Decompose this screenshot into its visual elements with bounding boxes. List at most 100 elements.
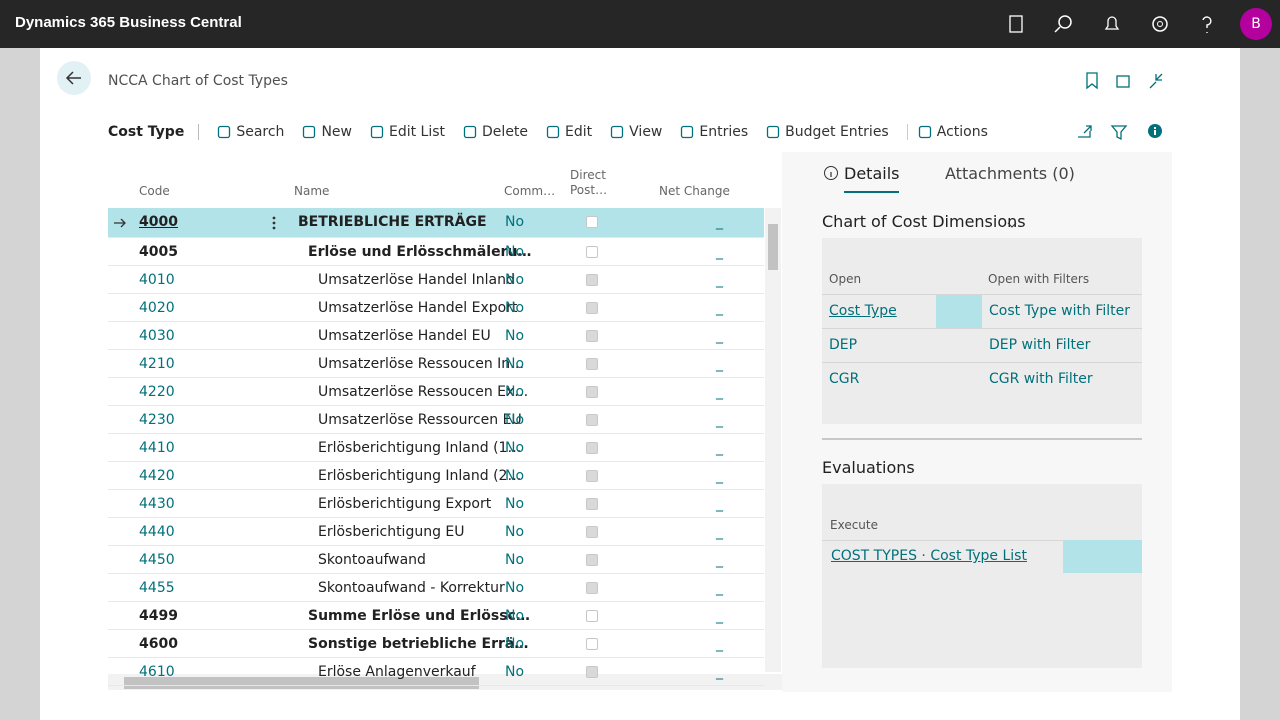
list-row[interactable]: 4030 Umsatzerlöse Handel EU No _ <box>108 322 764 350</box>
net-change[interactable]: _ <box>716 468 723 484</box>
net-change[interactable]: _ <box>716 636 723 652</box>
net-change[interactable]: _ <box>716 664 723 680</box>
cost-type-name: Skontoaufwand - Korrektur <box>318 580 505 596</box>
net-change[interactable]: _ <box>716 214 723 230</box>
list-row[interactable]: 4440 Erlösberichtigung EU No _ <box>108 518 764 546</box>
tab[interactable]: Attachments (0) <box>945 164 1075 183</box>
open-with-filters-link[interactable]: Cost Type with Filter <box>989 303 1131 319</box>
net-change[interactable]: _ <box>716 496 723 512</box>
cost-type-code[interactable]: 4420 <box>139 468 175 484</box>
scrollbar[interactable] <box>765 208 781 672</box>
net-change[interactable]: _ <box>716 608 723 624</box>
net-change[interactable]: _ <box>716 552 723 568</box>
action-label: New <box>321 124 352 140</box>
open-link[interactable]: Cost Type <box>829 303 897 319</box>
action-label: Actions <box>936 124 988 140</box>
cost-type-code[interactable]: 4499 <box>139 608 178 624</box>
open-link[interactable]: CGR <box>829 371 860 387</box>
list-row[interactable]: 4610 Erlöse Anlagenverkauf No _ <box>108 658 764 686</box>
top-icons <box>1009 15 1212 33</box>
column-header: Execute <box>830 518 878 532</box>
net-change[interactable]: _ <box>716 272 723 288</box>
net-change[interactable]: _ <box>716 580 723 596</box>
list-row[interactable]: 4420 Erlösberichtigung Inland (2… No _ <box>108 462 764 490</box>
action-button[interactable]: Edit <box>546 124 592 140</box>
execute-link[interactable]: COST TYPES · Cost Type List <box>831 548 1027 564</box>
cost-type-code[interactable]: 4455 <box>139 580 175 596</box>
list-row[interactable]: 4230 Umsatzerlöse Ressourcen EU No _ <box>108 406 764 434</box>
net-change[interactable]: _ <box>716 300 723 316</box>
cost-type-code[interactable]: 4000 <box>139 214 178 230</box>
section-title[interactable]: Chart of Cost Dimensions <box>822 212 1026 231</box>
cost-type-code[interactable]: 4210 <box>139 356 175 372</box>
row-menu[interactable] <box>936 295 982 328</box>
row-menu[interactable] <box>1063 540 1142 573</box>
cost-type-code[interactable]: 4030 <box>139 328 175 344</box>
cost-type-code[interactable]: 4005 <box>139 244 178 260</box>
net-change[interactable]: _ <box>716 524 723 540</box>
open-with-filters-link[interactable]: CGR with Filter <box>989 371 1093 387</box>
direct-posting-checkbox <box>586 582 598 594</box>
open-with-filters-link[interactable]: DEP with Filter <box>989 337 1091 353</box>
list-row[interactable]: 4410 Erlösberichtigung Inland (1… No _ <box>108 434 764 462</box>
direct-posting-checkbox <box>586 638 598 650</box>
net-change[interactable]: _ <box>716 440 723 456</box>
column-header: Open <box>829 272 862 286</box>
list-row[interactable]: 4499 Summe Erlöse und Erlössc… No _ <box>108 602 764 630</box>
action-button[interactable]: Budget Entries <box>766 124 889 140</box>
list: Code Name Comm… Direct Post… Net Change 4000 B… <box>108 152 782 692</box>
cost-type-code[interactable]: 4430 <box>139 496 175 512</box>
h-scrollbar[interactable] <box>108 674 782 690</box>
cost-type-name: Erlöse und Erlösschmäleru… <box>308 244 532 260</box>
section-title[interactable]: Evaluations <box>822 458 915 477</box>
list-row[interactable]: 4005 Erlöse und Erlösschmäleru… No _ <box>108 238 764 266</box>
cost-type-code[interactable]: 4220 <box>139 384 175 400</box>
row-divider <box>822 540 1142 574</box>
divider <box>822 438 1142 440</box>
list-row[interactable]: 4430 Erlösberichtigung Export No _ <box>108 490 764 518</box>
action-button[interactable]: Actions <box>906 124 988 140</box>
action-label: Delete <box>482 124 529 140</box>
column-header: Comm… <box>504 184 556 198</box>
cost-type-name: Umsatzerlöse Ressoucen Ex… <box>318 384 529 400</box>
cost-type-code[interactable]: 4010 <box>139 272 175 288</box>
list-row[interactable]: 4455 Skontoaufwand - Korrektur No _ <box>108 574 764 602</box>
factbox: Details Attachments (0) Chart of Cost Dime… <box>782 152 1172 692</box>
cost-type-code[interactable]: 4410 <box>139 440 175 456</box>
net-change[interactable]: _ <box>716 384 723 400</box>
action-label: View <box>629 124 663 140</box>
column-header: Open with Filters <box>988 272 1090 286</box>
avatar[interactable]: B <box>1240 8 1272 40</box>
cost-type-code[interactable]: 4230 <box>139 412 175 428</box>
comm-value: No <box>505 496 525 512</box>
action-button[interactable]: Search <box>217 124 284 140</box>
list-row[interactable]: 4010 Umsatzerlöse Handel Inland No _ <box>108 266 764 294</box>
net-change[interactable]: _ <box>716 412 723 428</box>
list-row[interactable]: 4020 Umsatzerlöse Handel Export No _ <box>108 294 764 322</box>
net-change[interactable]: _ <box>716 356 723 372</box>
cost-type-name: Erlösberichtigung EU <box>318 524 465 540</box>
action-button[interactable]: Edit List <box>370 124 445 140</box>
back-button[interactable] <box>57 61 91 95</box>
cost-type-code[interactable]: 4610 <box>139 664 175 680</box>
action-button[interactable]: View <box>610 124 662 140</box>
action-button[interactable]: Entries <box>680 124 748 140</box>
cost-type-code[interactable]: 4600 <box>139 636 178 652</box>
cost-type-code[interactable]: 4440 <box>139 524 175 540</box>
net-change[interactable]: _ <box>716 328 723 344</box>
list-row[interactable]: 4000 BETRIEBLICHE ERTRÄGE No _ <box>108 208 764 238</box>
net-change[interactable]: _ <box>716 244 723 260</box>
action-button[interactable]: Delete <box>463 124 528 140</box>
cost-type-code[interactable]: 4020 <box>139 300 175 316</box>
list-row[interactable]: 4210 Umsatzerlöse Ressoucen In… No _ <box>108 350 764 378</box>
action-label: Edit List <box>388 124 446 140</box>
list-row[interactable]: 4600 Sonstige betriebliche Errä… No _ <box>108 630 764 658</box>
action-button[interactable]: New <box>302 124 352 140</box>
cost-type-code[interactable]: 4450 <box>139 552 175 568</box>
tab[interactable]: Details <box>844 164 900 193</box>
list-row[interactable]: 4450 Skontoaufwand No _ <box>108 546 764 574</box>
direct-posting-checkbox <box>586 470 598 482</box>
list-row[interactable]: 4220 Umsatzerlöse Ressoucen Ex… No _ <box>108 378 764 406</box>
open-link[interactable]: DEP <box>829 337 858 353</box>
direct-posting-checkbox <box>586 666 598 678</box>
